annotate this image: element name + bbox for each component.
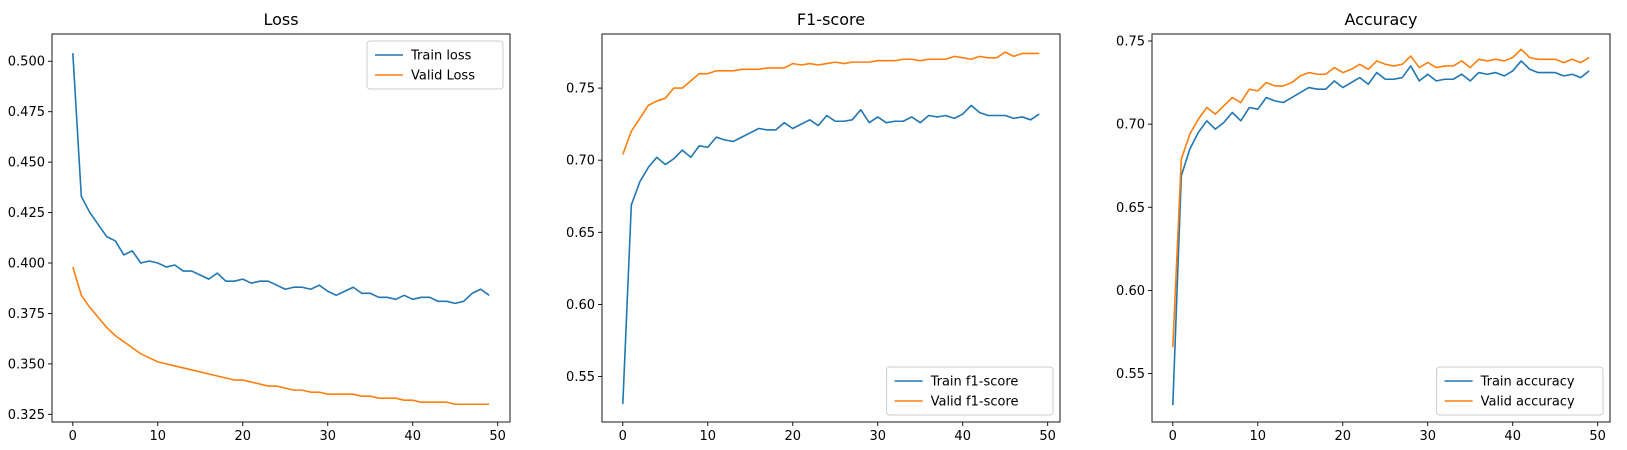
plot-frame <box>1151 33 1611 423</box>
x-tick-label: 10 <box>150 429 167 444</box>
x-tick-label: 20 <box>234 429 251 444</box>
series-line-valid-f1-score <box>622 51 1040 155</box>
legend-box <box>366 40 504 90</box>
legend-label: Valid accuracy <box>1481 395 1575 410</box>
x-tick-label: 40 <box>404 429 421 444</box>
legend-label: Valid f1-score <box>931 395 1019 410</box>
y-tick-label: 0.350 <box>8 357 45 372</box>
y-tick-label: 0.65 <box>566 226 595 241</box>
x-tick-label: 40 <box>1504 429 1521 444</box>
legend-label: Valid Loss <box>411 69 475 84</box>
x-tick-label: 0 <box>1169 429 1177 444</box>
y-tick-label: 0.70 <box>566 154 595 169</box>
series-line-valid-loss <box>72 266 490 406</box>
series-line-train-f1-score <box>622 104 1040 405</box>
x-tick-label: 50 <box>1039 429 1056 444</box>
y-tick-label: 0.75 <box>566 82 595 97</box>
legend-box <box>886 366 1054 416</box>
y-tick-label: 0.55 <box>566 370 595 385</box>
chart-title: F1-score <box>797 10 865 29</box>
legend: Train accuracy Valid accuracy <box>1436 366 1604 416</box>
x-tick-label: 10 <box>700 429 717 444</box>
legend-label: Train accuracy <box>1480 375 1575 390</box>
x-tick-label: 10 <box>1250 429 1267 444</box>
plot-frame <box>51 33 511 423</box>
chart-panel-loss: Loss 0 10 20 30 40 50 0.325 0.350 0.375 0.400 0.425… <box>8 10 511 444</box>
y-tick-label: 0.55 <box>1116 367 1145 382</box>
y-tick-label: 0.400 <box>8 257 45 272</box>
legend: Train f1-score Valid f1-score <box>886 366 1054 416</box>
y-tick-label: 0.475 <box>8 105 45 120</box>
legend: Train loss Valid Loss <box>366 40 504 90</box>
y-tick-label: 0.325 <box>8 408 45 423</box>
x-tick-label: 50 <box>1589 429 1606 444</box>
y-tick-label: 0.60 <box>1116 284 1145 299</box>
x-tick-label: 0 <box>69 429 77 444</box>
x-tick-label: 30 <box>1419 429 1436 444</box>
series-line-train-accuracy <box>1172 60 1590 406</box>
chart-panel-accuracy: Accuracy 0 10 20 30 40 50 0.55 0.60 0.65 0.70 0.75 T… <box>1116 10 1611 444</box>
x-tick-label: 20 <box>1334 429 1351 444</box>
y-tick-label: 0.500 <box>8 55 45 70</box>
legend-label: Train loss <box>410 49 472 64</box>
y-tick-label: 0.425 <box>8 206 45 221</box>
x-tick-label: 0 <box>619 429 627 444</box>
y-tick-label: 0.60 <box>566 298 595 313</box>
legend-label: Train f1-score <box>930 375 1019 390</box>
y-tick-label: 0.75 <box>1116 34 1145 49</box>
y-tick-label: 0.450 <box>8 156 45 171</box>
x-tick-label: 30 <box>319 429 336 444</box>
x-tick-label: 20 <box>784 429 801 444</box>
y-tick-label: 0.375 <box>8 307 45 322</box>
x-tick-label: 50 <box>489 429 506 444</box>
legend-box <box>1436 366 1604 416</box>
series-line-train-loss <box>72 53 490 305</box>
x-tick-label: 30 <box>869 429 886 444</box>
x-tick-label: 40 <box>954 429 971 444</box>
plot-frame <box>601 33 1061 423</box>
chart-panel-f1-score: F1-score 0 10 20 30 40 50 0.55 0.60 0.65 0.70 0.75 T… <box>566 10 1061 444</box>
y-tick-label: 0.70 <box>1116 118 1145 133</box>
series-line-valid-accuracy <box>1172 48 1590 348</box>
chart-title: Loss <box>263 10 298 29</box>
y-tick-label: 0.65 <box>1116 201 1145 216</box>
chart-title: Accuracy <box>1344 10 1417 29</box>
